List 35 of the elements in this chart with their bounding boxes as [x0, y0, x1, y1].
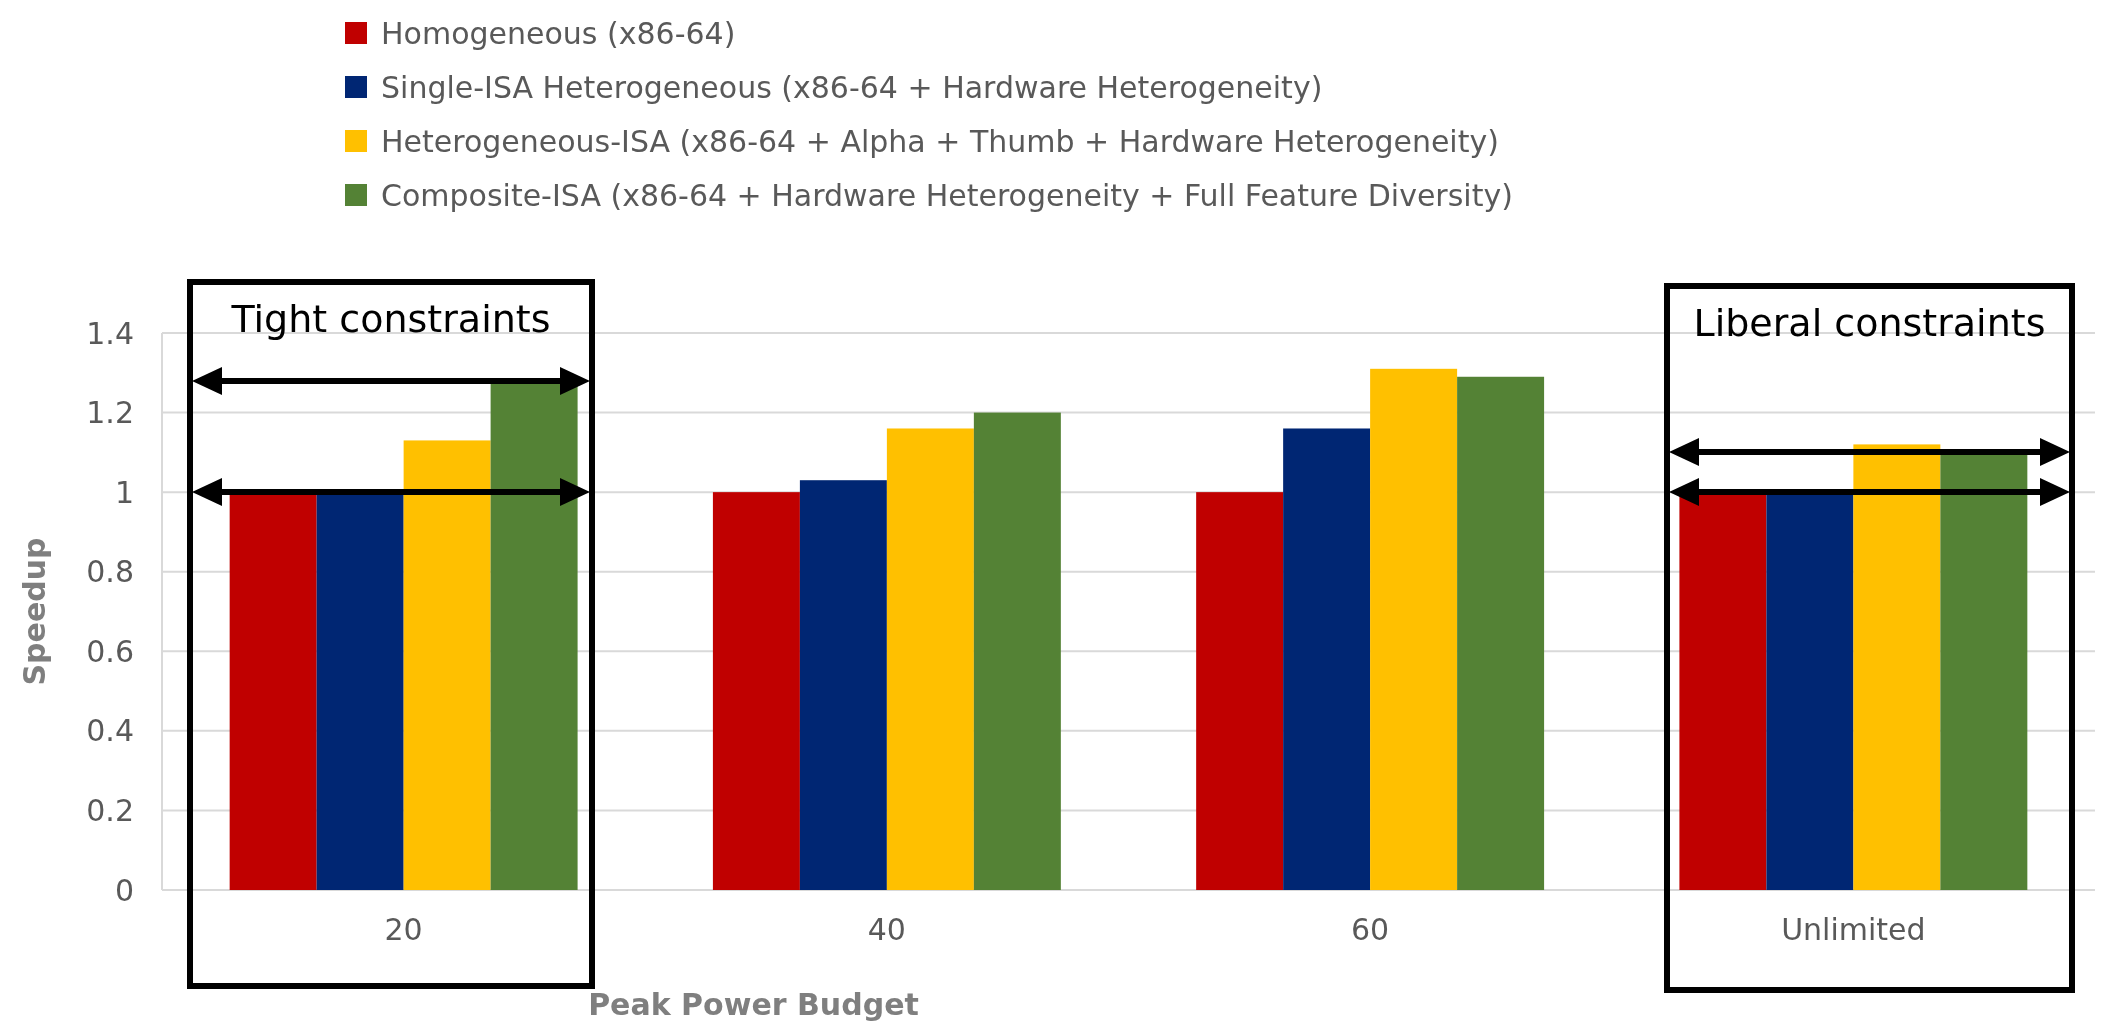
y-tick-label: 0.8 — [86, 554, 134, 590]
y-tick-label: 0.6 — [86, 633, 134, 669]
bar — [712, 492, 800, 890]
bar — [973, 412, 1061, 890]
bar — [1283, 428, 1371, 890]
x-tick-label: 40 — [867, 912, 906, 947]
y-tick-label: 1 — [114, 474, 134, 510]
bar — [886, 428, 974, 890]
bar — [1457, 376, 1545, 890]
x-axis-title: Peak Power Budget — [588, 987, 919, 1022]
x-tick-label: Unlimited — [1781, 912, 1926, 947]
y-axis-title: Speedup — [17, 537, 52, 686]
x-tick-label: 60 — [1351, 912, 1390, 947]
y-tick-label: 1.2 — [86, 395, 134, 431]
annotation: Tight constraints — [230, 297, 551, 341]
y-tick-label: 1.4 — [86, 315, 134, 351]
bar — [403, 440, 491, 890]
bar — [1370, 368, 1458, 890]
legend-label: Homogeneous (x86-64) — [381, 15, 736, 51]
bar — [1940, 452, 2028, 890]
y-tick-label: 0 — [114, 872, 134, 908]
bar — [1679, 492, 1767, 890]
bar — [1853, 444, 1941, 890]
bar — [799, 480, 887, 890]
annotation: Liberal constraints — [1693, 301, 2046, 345]
legend-label: Single-ISA Heterogeneous (x86-64 + Hardware Heterogeneity) — [381, 69, 1323, 105]
legend-label: Heterogeneous-ISA (x86-64 + Alpha + Thumb + Hardware Heterogeneity) — [381, 123, 1499, 159]
y-tick-label: 0.2 — [86, 792, 134, 828]
bar — [229, 492, 317, 890]
legend-label: Composite-ISA (x86-64 + Hardware Heterogeneity + Full Feature Diversity) — [381, 177, 1513, 213]
x-tick-label: 20 — [384, 912, 423, 947]
y-tick-label: 0.4 — [86, 713, 134, 749]
bar — [316, 492, 404, 890]
bar — [1196, 492, 1284, 890]
bar — [1766, 492, 1854, 890]
